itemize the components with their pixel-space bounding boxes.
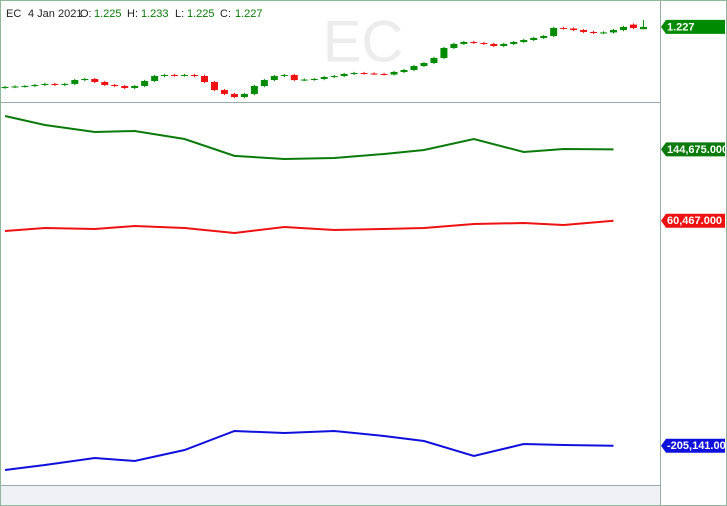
field-value: 1.225 bbox=[94, 8, 122, 20]
candle-body bbox=[600, 32, 608, 34]
field-value: 1.233 bbox=[141, 8, 169, 20]
candle-body bbox=[290, 74, 298, 81]
candle-body bbox=[240, 93, 248, 98]
field-label: C: bbox=[220, 8, 231, 20]
candle-body bbox=[230, 93, 238, 98]
candle-body bbox=[11, 86, 19, 88]
candle-body bbox=[619, 26, 627, 31]
candle-body bbox=[629, 24, 637, 29]
candle-body bbox=[330, 76, 338, 78]
candle-body bbox=[350, 73, 358, 75]
candle-body bbox=[470, 41, 478, 44]
candle-body bbox=[151, 76, 159, 81]
series-line bbox=[4, 429, 614, 471]
value-label: 60,467.000 bbox=[667, 215, 722, 227]
field-value: 1.225 bbox=[187, 8, 215, 20]
candle-body bbox=[71, 80, 79, 84]
candle-body bbox=[310, 79, 318, 81]
candle-body bbox=[1, 86, 9, 88]
value-label: -205,141.000 bbox=[667, 440, 727, 452]
candle-body bbox=[81, 79, 89, 81]
candle-body bbox=[580, 30, 588, 32]
candle-body bbox=[610, 30, 618, 33]
candle-body bbox=[250, 86, 258, 94]
candle-body bbox=[31, 84, 39, 87]
candle-body bbox=[500, 43, 508, 46]
time-axis-bg bbox=[0, 485, 660, 506]
candle-body bbox=[300, 79, 308, 81]
candle-body bbox=[420, 63, 428, 67]
candle-body bbox=[320, 77, 328, 80]
candle-body bbox=[141, 80, 149, 87]
price-label: 1.227 bbox=[667, 21, 695, 33]
series-line bbox=[4, 219, 614, 235]
value-label-box bbox=[661, 142, 725, 157]
value-label: 144,675.000 bbox=[667, 144, 727, 156]
candle-body bbox=[280, 74, 288, 77]
field-label: H: bbox=[127, 8, 138, 20]
candle-body bbox=[161, 74, 169, 77]
candle-body bbox=[101, 81, 109, 85]
field-value: 1.227 bbox=[235, 8, 263, 20]
candle-body bbox=[201, 76, 209, 82]
candle-body bbox=[400, 70, 408, 72]
candle-body bbox=[171, 74, 179, 76]
candle-body bbox=[540, 35, 548, 38]
candle-body bbox=[370, 73, 378, 75]
candle-body bbox=[510, 41, 518, 44]
candle-body bbox=[390, 71, 398, 75]
candle-body bbox=[340, 73, 348, 77]
candle-body bbox=[210, 81, 218, 91]
candle-body bbox=[61, 83, 69, 85]
candle-body bbox=[480, 43, 488, 45]
candle-body bbox=[530, 37, 538, 41]
candle-body bbox=[560, 27, 568, 29]
header: EC 4 Jan 2021 O: 1.225 H: 1.233 L: 1.225… bbox=[6, 8, 263, 20]
candle-body bbox=[570, 28, 578, 31]
candle-body bbox=[590, 31, 598, 34]
candle-body bbox=[550, 27, 558, 36]
value-label-box bbox=[661, 213, 725, 228]
candle-body bbox=[181, 74, 189, 76]
candle-body bbox=[111, 84, 119, 87]
candle-body bbox=[410, 66, 418, 71]
candle-body bbox=[440, 47, 448, 58]
candle-body bbox=[191, 74, 199, 77]
candle-body bbox=[490, 43, 498, 46]
candle-body bbox=[51, 83, 59, 85]
symbol: EC bbox=[6, 8, 21, 20]
field-label: O: bbox=[80, 8, 92, 20]
candle-body bbox=[520, 40, 528, 42]
candle-body bbox=[131, 86, 139, 88]
candle-body bbox=[21, 86, 29, 88]
candle-body bbox=[639, 26, 647, 30]
candle-body bbox=[460, 41, 468, 44]
candle-body bbox=[121, 86, 129, 88]
candle-body bbox=[450, 43, 458, 48]
field-label: L: bbox=[175, 8, 184, 20]
candle-body bbox=[380, 73, 388, 75]
watermark: EC bbox=[323, 9, 404, 74]
candle-body bbox=[430, 57, 438, 64]
date: 4 Jan 2021 bbox=[28, 8, 82, 20]
candle-body bbox=[91, 79, 99, 82]
candle-body bbox=[360, 73, 368, 75]
price-label-box bbox=[661, 19, 725, 34]
series-line bbox=[4, 115, 614, 161]
candle-body bbox=[41, 83, 49, 85]
candle-body bbox=[220, 90, 228, 94]
candle-body bbox=[260, 80, 268, 87]
value-label-box bbox=[661, 438, 725, 453]
candle-body bbox=[270, 76, 278, 81]
